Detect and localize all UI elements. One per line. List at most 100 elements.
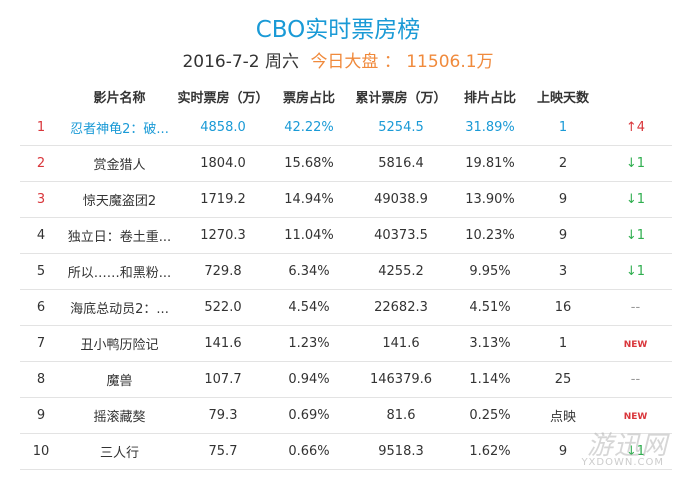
cell-screening: 13.90% [453,181,527,218]
cell-cumulative: 4255.2 [349,253,453,290]
cell-cumulative: 141.6 [349,325,453,362]
page-subtitle: 2016-7-2 周六 今日大盘 ： 11506.1万 [0,47,676,72]
cell-cumulative: 40373.5 [349,217,453,254]
cell-name: 丑小鸭历险记 [62,325,177,362]
cell-screening: 1.62% [453,433,527,470]
table-row: 8 魔兽 107.7 0.94% 146379.6 1.14% 25 -- [20,361,672,398]
trend-indicator: ↓1 [625,444,646,459]
cell-name: 独立日：卷土重... [62,217,177,254]
table-row: 10 三人行 75.7 0.66% 9518.3 1.62% 9 ↓1 [20,433,672,470]
cell-cumulative: 146379.6 [349,361,453,398]
cell-name: 三人行 [62,433,177,470]
cell-trend: ↓1 [599,217,672,254]
cell-trend: NEW [599,325,672,362]
cell-screening: 3.13% [453,325,527,362]
cell-rank: 10 [20,433,62,470]
cell-realtime: 1804.0 [177,145,269,182]
trend-indicator: ↓1 [625,264,646,279]
table-row: 1 忍者神龟2：破... 4858.0 42.22% 5254.5 31.89% 1 ↑4 [20,110,672,146]
cell-share: 0.94% [269,361,349,398]
trend-indicator: ↓1 [625,192,646,207]
cell-days: 2 [527,145,599,182]
table-row: 2 赏金猎人 1804.0 15.68% 5816.4 19.81% 2 ↓1 [20,145,672,182]
header-rank [20,82,62,110]
cell-realtime: 522.0 [177,289,269,326]
cell-screening: 31.89% [453,110,527,146]
cell-screening: 0.25% [453,397,527,434]
cell-days: 1 [527,110,599,146]
table-row: 4 独立日：卷土重... 1270.3 11.04% 40373.5 10.23% 9 ↓1 [20,217,672,254]
cell-cumulative: 9518.3 [349,433,453,470]
table-row: 5 所以……和黑粉... 729.8 6.34% 4255.2 9.95% 3 ↓1 [20,253,672,290]
cell-cumulative: 22682.3 [349,289,453,326]
cell-days: 点映 [527,397,599,434]
box-office-table: 影片名称 实时票房（万） 票房占比 累计票房（万） 排片占比 上映天数 1 忍者神… [20,82,672,470]
cell-cumulative: 49038.9 [349,181,453,218]
trend-indicator: ↓1 [625,228,646,243]
trend-indicator: -- [630,300,641,315]
cell-rank: 5 [20,253,62,290]
cell-trend: -- [599,289,672,326]
cell-share: 0.69% [269,397,349,434]
cell-trend: ↓1 [599,253,672,290]
page-title: CBO实时票房榜 [255,17,421,43]
trend-indicator: -- [630,372,641,387]
cell-realtime: 4858.0 [177,110,269,146]
cell-days: 9 [527,217,599,254]
cell-realtime: 729.8 [177,253,269,290]
header-share: 票房占比 [282,90,335,106]
header-days: 上映天数 [536,90,589,106]
cell-name: 赏金猎人 [62,145,177,182]
cell-screening: 19.81% [453,145,527,182]
cell-name: 所以……和黑粉... [62,253,177,290]
cell-realtime: 107.7 [177,361,269,398]
header-cumulative: 累计票房（万） [355,90,447,106]
table-header-row: 影片名称 实时票房（万） 票房占比 累计票房（万） 排片占比 上映天数 [20,82,672,110]
trend-indicator: NEW [623,340,648,350]
header-trend [599,82,672,110]
cell-rank: 4 [20,217,62,254]
cell-screening: 10.23% [453,217,527,254]
cell-rank: 6 [20,289,62,326]
cell-trend: ↓1 [599,145,672,182]
table-row: 7 丑小鸭历险记 141.6 1.23% 141.6 3.13% 1 NEW [20,325,672,362]
cell-trend: ↓1 [599,181,672,218]
cell-rank: 1 [20,110,62,146]
cell-realtime: 75.7 [177,433,269,470]
table-row: 6 海底总动员2：... 522.0 4.54% 22682.3 4.51% 16 -- [20,289,672,326]
table-row: 3 惊天魔盗团2 1719.2 14.94% 49038.9 13.90% 9 ↓1 [20,181,672,218]
cell-realtime: 79.3 [177,397,269,434]
cell-days: 1 [527,325,599,362]
cell-days: 16 [527,289,599,326]
cell-trend: -- [599,361,672,398]
cell-days: 9 [527,181,599,218]
cell-name: 忍者神龟2：破... [62,110,177,146]
total-box-office: 今日大盘 ： 11506.1万 [310,52,494,72]
cell-days: 25 [527,361,599,398]
cell-screening: 1.14% [453,361,527,398]
trend-indicator: NEW [623,412,648,422]
cell-name: 海底总动员2：... [62,289,177,326]
cell-share: 1.23% [269,325,349,362]
cell-rank: 3 [20,181,62,218]
header-name: 影片名称 [93,90,146,106]
cell-share: 42.22% [269,110,349,146]
cell-days: 3 [527,253,599,290]
trend-indicator: ↑4 [625,120,646,135]
cell-realtime: 141.6 [177,325,269,362]
cell-rank: 2 [20,145,62,182]
cell-share: 6.34% [269,253,349,290]
cell-realtime: 1270.3 [177,217,269,254]
cell-share: 11.04% [269,217,349,254]
trend-indicator: ↓1 [625,156,646,171]
cell-share: 0.66% [269,433,349,470]
cell-share: 15.68% [269,145,349,182]
cell-realtime: 1719.2 [177,181,269,218]
cell-cumulative: 81.6 [349,397,453,434]
cell-share: 4.54% [269,289,349,326]
cell-trend: ↓1 [599,433,672,470]
header-realtime: 实时票房（万） [177,90,269,106]
cell-name: 摇滚藏獒 [62,397,177,434]
cell-screening: 4.51% [453,289,527,326]
date-label: 2016-7-2 周六 [182,52,300,72]
